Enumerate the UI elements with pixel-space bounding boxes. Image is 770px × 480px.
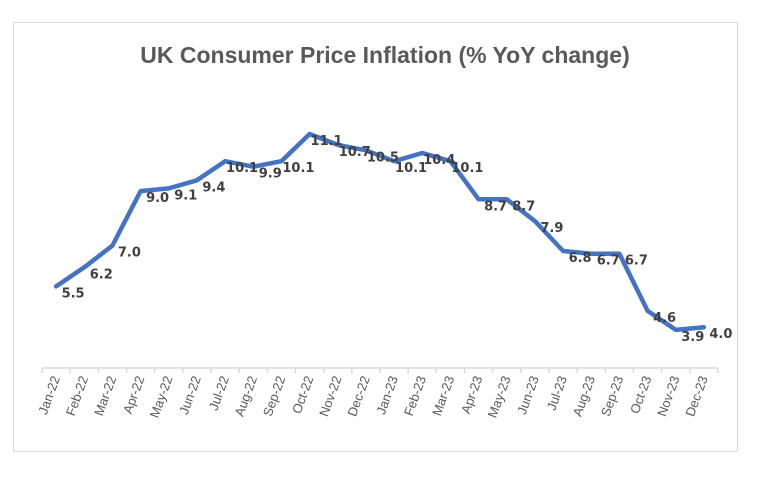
data-label: 10.1	[451, 161, 483, 176]
data-label: 11.1	[311, 134, 343, 149]
x-tick-label: Oct-23	[627, 374, 654, 416]
data-label: 6.2	[90, 267, 113, 282]
x-tick-label: Apr-23	[458, 374, 485, 416]
chart-title: UK Consumer Price Inflation (% YoY chang…	[140, 42, 630, 68]
data-label: 9.4	[202, 180, 225, 195]
data-label: 10.1	[282, 161, 314, 176]
x-tick-label: Jan-22	[35, 374, 63, 416]
series-line	[53, 131, 707, 333]
x-tick-label: Nov-23	[654, 374, 682, 419]
x-tick-label: Jul-23	[544, 374, 570, 412]
x-tick-label: May-23	[485, 374, 514, 420]
x-tick-label: Jan-23	[373, 374, 401, 416]
data-label: 10.1	[395, 161, 427, 176]
data-label: 8.7	[484, 199, 507, 214]
x-tick-labels: Jan-22 Feb-22 Mar-22 Apr-22 May-22 Jun-22 Jul-…	[35, 374, 711, 420]
data-label: 6.7	[625, 254, 648, 269]
data-label: 10.7	[339, 145, 371, 160]
data-label: 8.7	[512, 199, 535, 214]
data-label: 7.0	[118, 246, 141, 261]
x-tick-label: Sep-23	[598, 374, 626, 419]
x-tick-label: Feb-22	[63, 374, 91, 418]
x-tick-label: May-22	[147, 374, 176, 420]
x-tick-label: Jul-22	[206, 374, 232, 412]
x-tick-label: Dec-22	[344, 374, 372, 419]
x-axis	[41, 367, 719, 373]
data-labels: 5.56.27.09.0 9.19.410.1 9.9 10.111.110.710.…	[62, 134, 733, 345]
data-label: 9.0	[146, 191, 169, 206]
data-label: 6.8	[569, 251, 592, 266]
x-tick-label: Feb-23	[401, 374, 429, 418]
data-label: 7.9	[540, 221, 563, 236]
data-label: 4.0	[709, 327, 732, 342]
data-label: 10.4	[423, 153, 455, 168]
x-tick-label: Mar-23	[429, 374, 457, 418]
x-tick-label: Jun-22	[176, 374, 204, 416]
x-tick-label: Nov-22	[316, 374, 344, 419]
data-label: 10.5	[367, 150, 399, 165]
x-tick-label: Jun-23	[514, 374, 542, 416]
x-tick-label: Sep-22	[260, 374, 288, 419]
series-cpi	[53, 131, 707, 333]
data-label: 4.6	[653, 311, 676, 326]
data-label: 6.7	[597, 254, 620, 269]
x-tick-label: Apr-22	[120, 374, 147, 416]
x-tick-label: Mar-22	[91, 374, 119, 418]
x-tick-label: Oct-22	[289, 374, 316, 416]
data-label: 9.9	[259, 167, 282, 182]
data-label: 3.9	[681, 330, 704, 345]
x-tick-label: Aug-23	[570, 374, 598, 419]
data-label: 9.1	[174, 188, 197, 203]
data-label: 10.1	[226, 161, 258, 176]
chart-frame	[13, 22, 738, 452]
x-tick-label: Dec-23	[682, 374, 710, 419]
data-label: 5.5	[62, 286, 85, 301]
x-tick-label: Aug-22	[232, 374, 260, 419]
